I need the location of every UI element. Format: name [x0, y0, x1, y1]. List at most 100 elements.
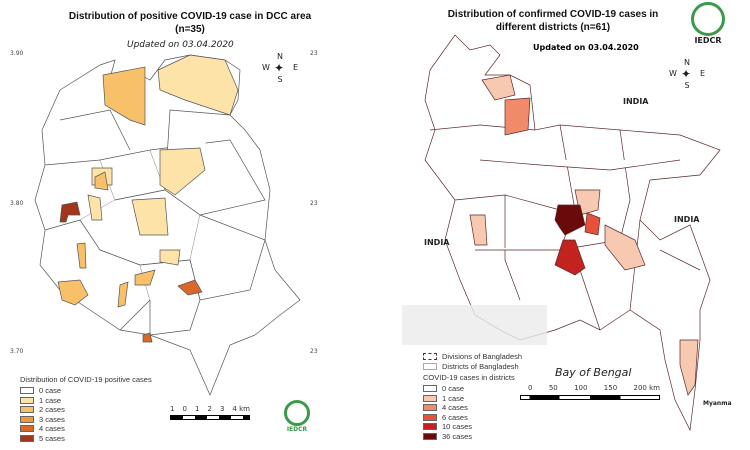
legend-item: 0 case [423, 384, 522, 394]
lat-tick: 3.70 [10, 348, 24, 355]
watermark [402, 305, 547, 345]
right-updated-date: Updated on 03.04.2020 [533, 43, 639, 52]
iedcr-emblem-icon [284, 400, 310, 426]
lat-tick: 3.90 [10, 50, 24, 57]
district-36-cases [554, 204, 586, 236]
legend-swatch [423, 413, 437, 421]
legend-swatch [20, 415, 34, 423]
district-1-case [157, 54, 239, 116]
legend-label: 1 case [442, 393, 465, 403]
legend-swatch [423, 432, 437, 440]
right-legend-title: COVID-19 cases in districts [423, 373, 515, 382]
district-2-cases [94, 171, 109, 191]
district-1-case [159, 249, 181, 266]
district-6-cases [584, 212, 601, 236]
lon-tick: 23 [310, 348, 318, 355]
iedcr-logo-text: IEDCR [694, 36, 722, 45]
legend-label: 2 cases [39, 405, 65, 415]
legend-item: 6 cases [423, 413, 522, 423]
district-1-case [604, 224, 646, 271]
division-boundary-swatch [423, 353, 437, 361]
legend-swatch [20, 434, 34, 442]
compass-star-icon: ✦ [681, 67, 692, 81]
right-scale-bar: 0 50 100 150 200 km [520, 384, 660, 400]
iedcr-logo-right: IEDCR [688, 2, 728, 45]
district-2-cases [117, 281, 129, 308]
legend-item: 4 cases [423, 403, 522, 413]
bangladesh-outline [424, 34, 721, 432]
district-2-cases [57, 279, 89, 306]
legend-label: 6 cases [442, 412, 468, 422]
iedcr-logo-text: IEDCR [286, 426, 308, 433]
scale-label: 2 [207, 405, 212, 413]
legend-swatch [423, 394, 437, 402]
legend-label: 1 case [39, 395, 62, 405]
left-title-line1: Distribution of positive COVID-19 case i… [68, 11, 312, 22]
scale-label: 200 km [633, 384, 660, 392]
legend-swatch [423, 423, 437, 431]
label-bay-of-bengal: Bay of Bengal [555, 366, 632, 379]
label-india-east: INDIA [674, 215, 700, 224]
label-india-north: INDIA [623, 97, 649, 106]
legend-districts: Districts of Bangladesh [442, 361, 519, 371]
legend-label: 0 case [442, 384, 465, 394]
legend-swatch [423, 404, 437, 412]
label-myanmar: Myanma [703, 400, 732, 407]
district-1-case [469, 214, 488, 246]
district-4-cases [177, 279, 203, 296]
district-2-cases [134, 269, 156, 286]
district-2-cases [102, 66, 146, 126]
right-title-line2: different districts (n=61) [495, 22, 611, 33]
right-legend: Divisions of Bangladesh Districts of Ban… [423, 352, 522, 441]
compass-star-icon: ✦ [274, 61, 285, 75]
left-map-title: Distribution of positive COVID-19 case i… [20, 10, 360, 36]
district-4-cases [142, 332, 153, 343]
district-5-cases [59, 201, 81, 223]
legend-item: 0 case [20, 386, 152, 396]
scale-label: 1 [170, 405, 175, 413]
scale-label: 150 [603, 384, 618, 392]
left-legend: Distribution of COVID-19 positive cases … [20, 375, 152, 443]
right-compass: N W ✦ E S [669, 58, 705, 98]
legend-divisions: Divisions of Bangladesh [442, 352, 523, 362]
legend-label: 5 cases [39, 433, 65, 443]
label-india-west: INDIA [424, 238, 450, 247]
legend-item: 1 case [20, 396, 152, 406]
compass-w: W [669, 69, 677, 78]
compass-w: W [262, 63, 270, 72]
compass-e: E [292, 63, 298, 72]
iedcr-logo-left: IEDCR [282, 400, 312, 433]
legend-swatch [20, 387, 34, 395]
scale-label: 1 [194, 405, 200, 413]
district-boundary-swatch [423, 362, 437, 370]
district-2-cases [76, 242, 87, 269]
scale-label: 100 [574, 384, 588, 392]
right-map-title: Distribution of confirmed COVID-19 cases… [422, 8, 684, 34]
legend-label: 0 case [39, 386, 62, 396]
iedcr-emblem-icon [691, 2, 725, 36]
legend-label: 4 cases [442, 403, 468, 413]
lon-tick: 23 [310, 200, 318, 207]
scale-label: 50 [548, 384, 558, 392]
legend-item: 4 cases [20, 424, 152, 434]
district-4-cases [504, 97, 531, 136]
legend-swatch [423, 385, 437, 393]
scale-label: 3 [219, 405, 225, 413]
dcc-map [34, 54, 301, 396]
compass-e: E [699, 69, 705, 78]
district-1-case [679, 339, 699, 396]
legend-swatch [20, 396, 34, 404]
legend-item: 2 cases [20, 405, 152, 415]
compass-s: S [277, 75, 283, 84]
left-title-line2: (n=35) [175, 24, 205, 35]
legend-swatch [20, 425, 34, 433]
legend-label: 3 cases [39, 414, 65, 424]
compass-s: S [684, 81, 690, 90]
district-1-case [481, 74, 516, 101]
lat-tick: 3.80 [10, 200, 24, 207]
legend-label: 4 cases [39, 424, 65, 434]
district-1-case [159, 147, 206, 196]
legend-item: 5 cases [20, 434, 152, 444]
